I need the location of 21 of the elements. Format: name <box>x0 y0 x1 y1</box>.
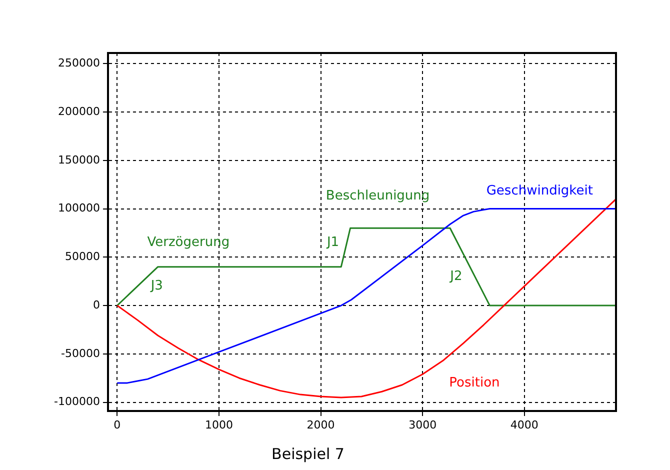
x-tick-label: 0 <box>114 418 121 432</box>
y-tick-label: 150000 <box>58 153 100 166</box>
series-label: Position <box>449 375 500 390</box>
y-tick-label: 250000 <box>58 56 100 70</box>
x-tick-label: 4000 <box>510 418 538 432</box>
annotation: J2 <box>449 268 462 284</box>
y-tick-label: 0 <box>93 298 100 312</box>
y-tick-label: 200000 <box>58 104 100 118</box>
series-label: Beschleunigung <box>326 188 430 204</box>
y-tick-label: -50000 <box>61 346 100 360</box>
annotation: Verzögerung <box>147 235 230 250</box>
x-tick-label: 2000 <box>306 418 335 432</box>
series-label: Geschwindigkeit <box>486 184 593 199</box>
y-tick-label: 100000 <box>58 202 100 215</box>
x-tick-label: 1000 <box>204 418 233 432</box>
annotation: J1 <box>326 235 340 250</box>
x-tick-label: 3000 <box>408 418 437 432</box>
y-tick-label: -100000 <box>54 395 100 408</box>
annotation: J3 <box>150 278 163 294</box>
text: Beispiel 7 <box>272 444 344 463</box>
y-tick-label: 50000 <box>65 250 100 264</box>
